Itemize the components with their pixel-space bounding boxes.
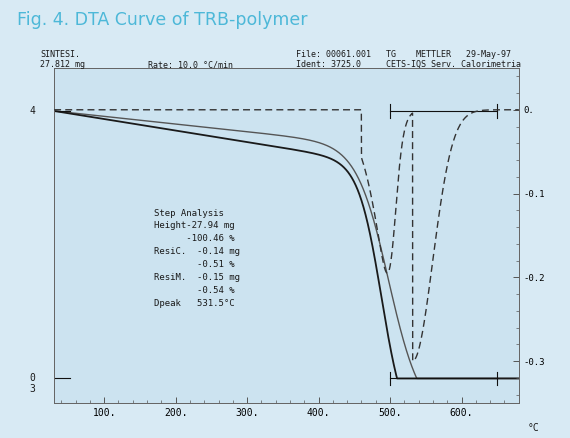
Text: SINTESI.: SINTESI. — [40, 50, 80, 60]
Text: Step Analysis
Height-27.94 mg
      -100.46 %
ResiC.  -0.14 mg
        -0.51 %
R: Step Analysis Height-27.94 mg -100.46 % … — [154, 208, 240, 307]
Text: 3: 3 — [30, 384, 35, 394]
Text: Fig. 4. DTA Curve of TRB-polymer: Fig. 4. DTA Curve of TRB-polymer — [17, 11, 308, 29]
Text: °C: °C — [528, 423, 540, 433]
Text: 27.812 mg: 27.812 mg — [40, 60, 85, 70]
Text: Rate: 10.0 °C/min: Rate: 10.0 °C/min — [148, 60, 233, 70]
Text: 0: 0 — [30, 374, 35, 383]
Text: File: 00061.001   TG    METTLER   29-May-97: File: 00061.001 TG METTLER 29-May-97 — [296, 50, 511, 60]
Text: Ident: 3725.0     CETS-IQS Serv. Calorimetria: Ident: 3725.0 CETS-IQS Serv. Calorimetri… — [296, 60, 522, 70]
Text: 4: 4 — [30, 106, 35, 116]
